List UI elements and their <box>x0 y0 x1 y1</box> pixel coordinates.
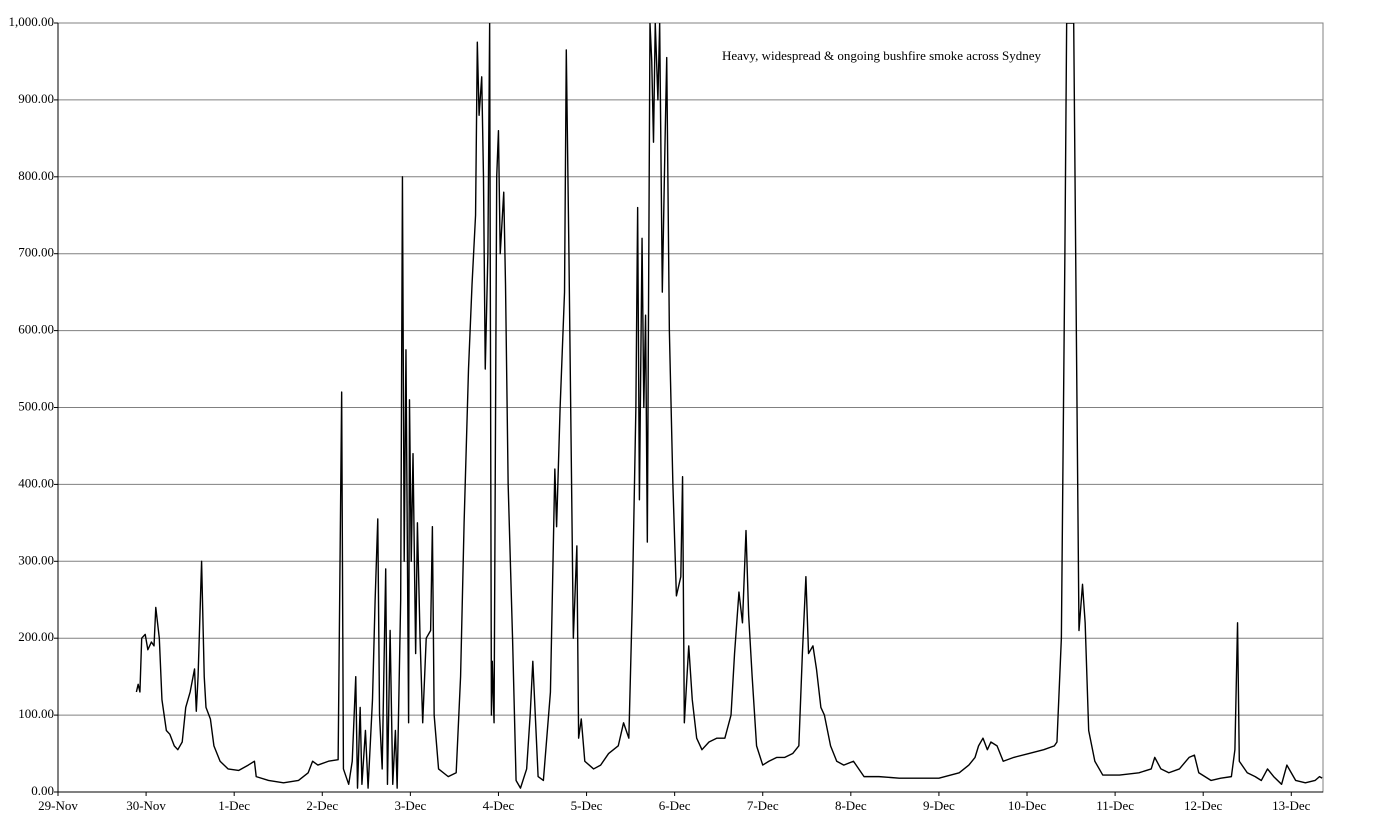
y-tick-label: 200.00 <box>18 629 54 644</box>
annotation: Heavy, widespread & ongoing bushfire smo… <box>722 48 1042 63</box>
y-tick-label: 0.00 <box>31 783 54 798</box>
y-tick-label: 500.00 <box>18 398 54 413</box>
x-tick-label: 3-Dec <box>394 798 426 813</box>
x-tick-label: 2-Dec <box>306 798 338 813</box>
y-tick-label: 1,000.00 <box>9 14 55 29</box>
x-tick-label: 6-Dec <box>659 798 691 813</box>
y-tick-label: 800.00 <box>18 168 54 183</box>
y-tick-label: 600.00 <box>18 322 54 337</box>
x-tick-label: 7-Dec <box>747 798 779 813</box>
x-tick-label: 4-Dec <box>483 798 515 813</box>
x-tick-label: 8-Dec <box>835 798 867 813</box>
y-tick-label: 100.00 <box>18 706 54 721</box>
x-tick-label: 5-Dec <box>571 798 603 813</box>
x-tick-label: 11-Dec <box>1096 798 1134 813</box>
x-tick-label: 12-Dec <box>1184 798 1222 813</box>
y-tick-label: 900.00 <box>18 91 54 106</box>
x-tick-label: 9-Dec <box>923 798 955 813</box>
y-tick-label: 400.00 <box>18 475 54 490</box>
x-tick-label: 30-Nov <box>126 798 166 813</box>
data-line <box>135 23 1323 789</box>
x-tick-label: 10-Dec <box>1008 798 1046 813</box>
x-tick-label: 1-Dec <box>218 798 250 813</box>
y-tick-label: 300.00 <box>18 552 54 567</box>
y-tick-label: 700.00 <box>18 245 54 260</box>
x-tick-label: 13-Dec <box>1272 798 1310 813</box>
x-tick-label: 29-Nov <box>38 798 78 813</box>
